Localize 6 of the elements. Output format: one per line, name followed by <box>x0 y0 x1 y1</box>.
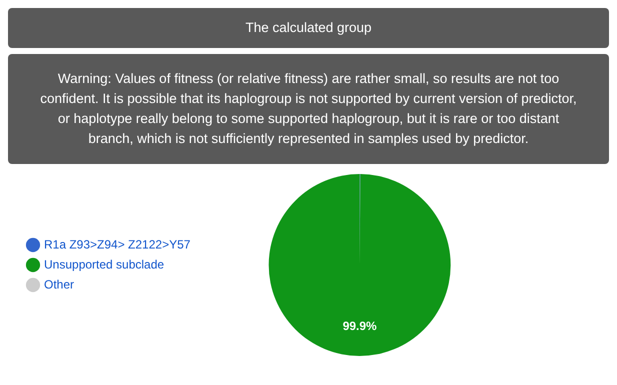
data-label: 99.9% <box>342 319 378 334</box>
legend-label: Unsupported subclade <box>44 257 164 272</box>
text: Warning: Values of fitness (or relative fitness) are rather small, so results are not too confident. It is possible that its haplogroup is not supported by current version of predictor, or haplotype really belong to some supported haplogroup, but it is rare or too distant branch, which is not sufficiently represented in samples used by predictor. <box>8 54 609 164</box>
legend-label: R1a Z93>Z94> Z2122>Y57 <box>44 237 191 252</box>
chart-title: The calculated group <box>8 8 609 48</box>
legend-label: Other <box>44 277 74 292</box>
